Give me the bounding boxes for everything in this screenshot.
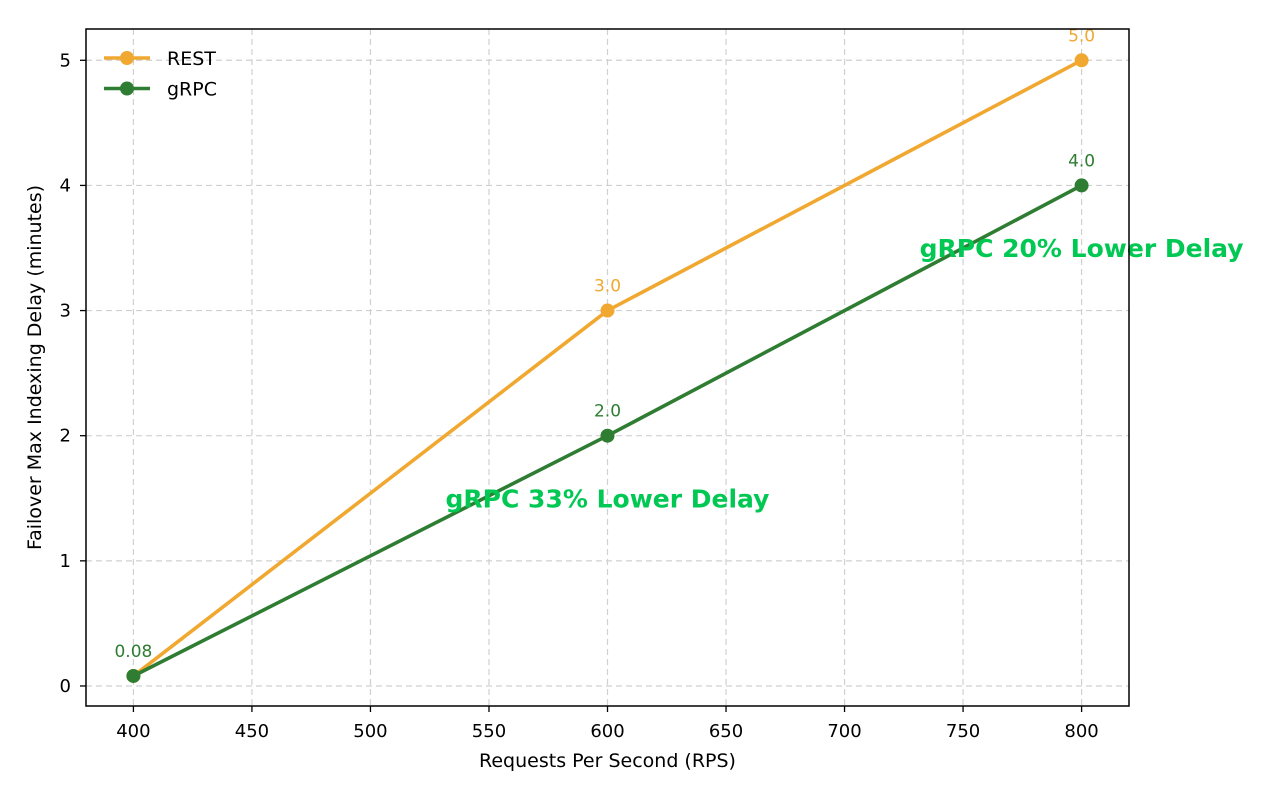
- x-tick-label: 700: [827, 721, 861, 742]
- annotations: gRPC 33% Lower Delay gRPC 20% Lower Delay: [446, 234, 1244, 513]
- annotation-text: gRPC 33% Lower Delay: [446, 484, 770, 513]
- data-label-grpc: 2.0: [594, 402, 621, 422]
- y-axis-title: Failover Max Indexing Delay (minutes): [24, 185, 46, 550]
- y-tick-label: 0: [60, 676, 71, 697]
- y-tick-label: 5: [60, 50, 71, 71]
- legend-label-grpc: gRPC: [167, 79, 217, 101]
- legend-label-rest: REST: [167, 48, 216, 70]
- x-tick-label: 450: [235, 721, 269, 742]
- legend-marker-rest: [120, 51, 134, 65]
- x-tick-label: 600: [590, 721, 624, 742]
- data-label-grpc: 4.0: [1068, 151, 1095, 171]
- y-tick-label: 2: [60, 426, 71, 447]
- y-tick-label: 3: [60, 301, 71, 322]
- x-tick-label: 500: [353, 721, 387, 742]
- y-tick-label: 4: [60, 175, 71, 196]
- x-tick-label: 400: [116, 721, 150, 742]
- legend: REST gRPC: [104, 48, 217, 101]
- data-label-grpc: 0.08: [114, 642, 152, 662]
- data-label-rest: 5.0: [1068, 26, 1095, 46]
- data-point-grpc: [600, 428, 615, 443]
- series-layer: [126, 53, 1089, 683]
- data-point-rest: [1074, 53, 1089, 68]
- x-tick-label: 800: [1064, 721, 1098, 742]
- x-tick-label: 550: [472, 721, 506, 742]
- data-point-grpc: [126, 668, 141, 683]
- data-labels: 3.0 5.0 0.08 2.0 4.0: [114, 26, 1095, 662]
- axis-ticks: 400 450 500 550 600 650 700 750 800 0 1 2 3 4 5: [60, 50, 1099, 742]
- data-label-rest: 3.0: [594, 277, 621, 297]
- x-tick-label: 650: [709, 721, 743, 742]
- data-point-grpc: [1074, 178, 1089, 193]
- x-tick-label: 750: [946, 721, 980, 742]
- annotation-text: gRPC 20% Lower Delay: [920, 234, 1244, 263]
- y-tick-label: 1: [60, 551, 71, 572]
- legend-marker-grpc: [120, 81, 134, 96]
- data-point-rest: [600, 303, 615, 318]
- x-axis-title: Requests Per Second (RPS): [479, 750, 736, 772]
